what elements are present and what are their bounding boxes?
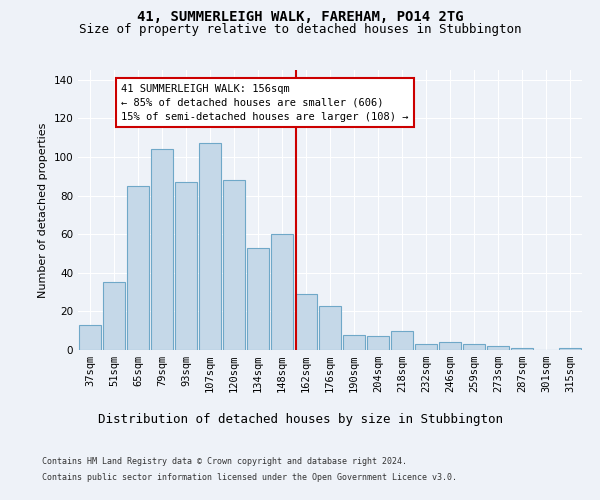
Bar	[103, 282, 125, 350]
Bar	[151, 149, 173, 350]
Bar	[295, 294, 317, 350]
Y-axis label: Number of detached properties: Number of detached properties	[38, 122, 48, 298]
Bar	[127, 186, 149, 350]
Bar	[391, 330, 413, 350]
Bar	[559, 348, 581, 350]
Bar	[79, 325, 101, 350]
Bar	[223, 180, 245, 350]
Bar	[175, 182, 197, 350]
Bar	[271, 234, 293, 350]
Bar	[511, 348, 533, 350]
Text: Size of property relative to detached houses in Stubbington: Size of property relative to detached ho…	[79, 22, 521, 36]
Bar	[343, 334, 365, 350]
Bar	[367, 336, 389, 350]
Text: 41, SUMMERLEIGH WALK, FAREHAM, PO14 2TG: 41, SUMMERLEIGH WALK, FAREHAM, PO14 2TG	[137, 10, 463, 24]
Bar	[439, 342, 461, 350]
Bar	[487, 346, 509, 350]
Text: Contains public sector information licensed under the Open Government Licence v3: Contains public sector information licen…	[42, 472, 457, 482]
Text: Distribution of detached houses by size in Stubbington: Distribution of detached houses by size …	[97, 412, 503, 426]
Bar	[415, 344, 437, 350]
Bar	[463, 344, 485, 350]
Bar	[319, 306, 341, 350]
Text: Contains HM Land Registry data © Crown copyright and database right 2024.: Contains HM Land Registry data © Crown c…	[42, 458, 407, 466]
Bar	[199, 144, 221, 350]
Bar	[247, 248, 269, 350]
Text: 41 SUMMERLEIGH WALK: 156sqm
← 85% of detached houses are smaller (606)
15% of se: 41 SUMMERLEIGH WALK: 156sqm ← 85% of det…	[121, 84, 409, 122]
